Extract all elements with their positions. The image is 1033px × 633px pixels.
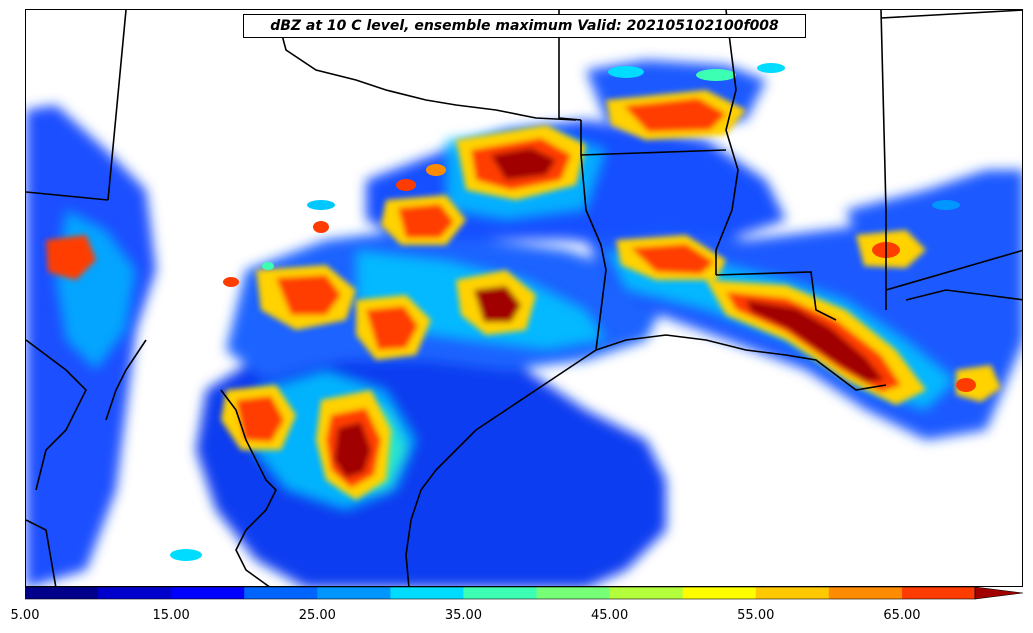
colorbar-bin — [390, 587, 464, 599]
radar-map — [26, 10, 1022, 586]
colorbar-bin — [536, 587, 611, 599]
florida-coast — [905, 289, 1022, 301]
colorbar-bin — [828, 587, 903, 599]
colorbar-tick-label: 15.00 — [152, 608, 190, 623]
state-line-ok-tx-north — [26, 191, 109, 201]
colorbar-bin — [98, 587, 172, 599]
state-line-nm-tx — [107, 10, 127, 201]
red-river — [277, 19, 577, 121]
colorbar — [25, 587, 1024, 600]
state-line-tn — [880, 10, 1022, 19]
state-line-ok-ar — [558, 10, 582, 121]
rio-grande — [220, 389, 277, 586]
colorbar-tick-label: 65.00 — [883, 608, 921, 623]
colorbar-extend-arrow — [974, 587, 1024, 600]
boundaries — [26, 10, 1022, 586]
state-line-ar-la — [580, 149, 727, 156]
state-line-ms-al — [880, 10, 887, 310]
colorbar-bin — [244, 587, 318, 599]
colorbar-bin — [463, 587, 538, 599]
texas-coast — [405, 349, 597, 586]
map-title: dBZ at 10 C level, ensemble maximum Vali… — [243, 14, 806, 38]
colorbar-tick-label: 25.00 — [298, 608, 336, 623]
state-line-la-ms — [715, 271, 837, 321]
mississippi-river — [715, 10, 739, 275]
echo-layer-cells — [170, 63, 976, 561]
mexico-state-line — [26, 339, 87, 491]
colorbar-tick-label: 45.00 — [591, 608, 629, 623]
map-panel — [25, 9, 1023, 587]
mexico-state-line-3 — [26, 519, 57, 586]
colorbar-tick-label: 35.00 — [444, 608, 483, 623]
mexico-state-line-2 — [105, 339, 147, 421]
colorbar-outline — [25, 587, 976, 600]
colorbar-bin — [317, 587, 391, 599]
colorbar-bin — [755, 587, 830, 599]
colorbar-tick-label: 5.00 — [10, 608, 40, 623]
louisiana-coast — [595, 334, 887, 391]
colorbar-bin — [682, 587, 757, 599]
echo-layer-intense — [46, 90, 1001, 500]
colorbar-tick-label: 55.00 — [737, 608, 775, 623]
state-line-al-fl — [885, 249, 1022, 291]
colorbar-bin — [609, 587, 684, 599]
colorbar-bin — [901, 587, 976, 599]
colorbar-bin — [171, 587, 245, 599]
colorbar-bin — [25, 587, 99, 599]
